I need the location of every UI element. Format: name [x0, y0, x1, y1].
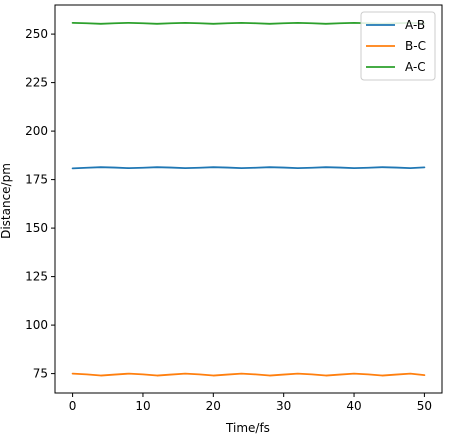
legend-label-a-c: A-C [405, 60, 426, 74]
series-line-b-c [71, 372, 426, 377]
y-tick-label: 150 [25, 221, 48, 235]
series-line-a-b [71, 166, 426, 170]
y-tick-label: 125 [25, 270, 48, 284]
x-tick-label: 40 [346, 399, 361, 413]
y-tick-label: 250 [25, 27, 48, 41]
y-tick-label: 75 [33, 367, 48, 381]
y-tick-label: 175 [25, 173, 48, 187]
x-tick-label: 30 [276, 399, 291, 413]
y-tick-label: 225 [25, 76, 48, 90]
axes-layer: 0 10 20 30 40 50 75 100 125 150 175 200 225 250 [25, 4, 443, 413]
x-tick-label: 50 [417, 399, 432, 413]
x-tick-label: 10 [135, 399, 150, 413]
y-tick-label: 200 [25, 124, 48, 138]
legend: A-B B-C A-C [360, 11, 436, 81]
x-tick-label: 0 [69, 399, 77, 413]
x-axis-label: Time/fs [225, 421, 270, 435]
x-tick-label: 20 [206, 399, 221, 413]
y-tick-label: 100 [25, 318, 48, 332]
legend-box [360, 11, 436, 81]
axes-frame [54, 4, 443, 394]
y-axis-label: Distance/pm [0, 163, 13, 239]
legend-label-b-c: B-C [405, 39, 426, 53]
legend-label-a-b: A-B [405, 18, 425, 32]
